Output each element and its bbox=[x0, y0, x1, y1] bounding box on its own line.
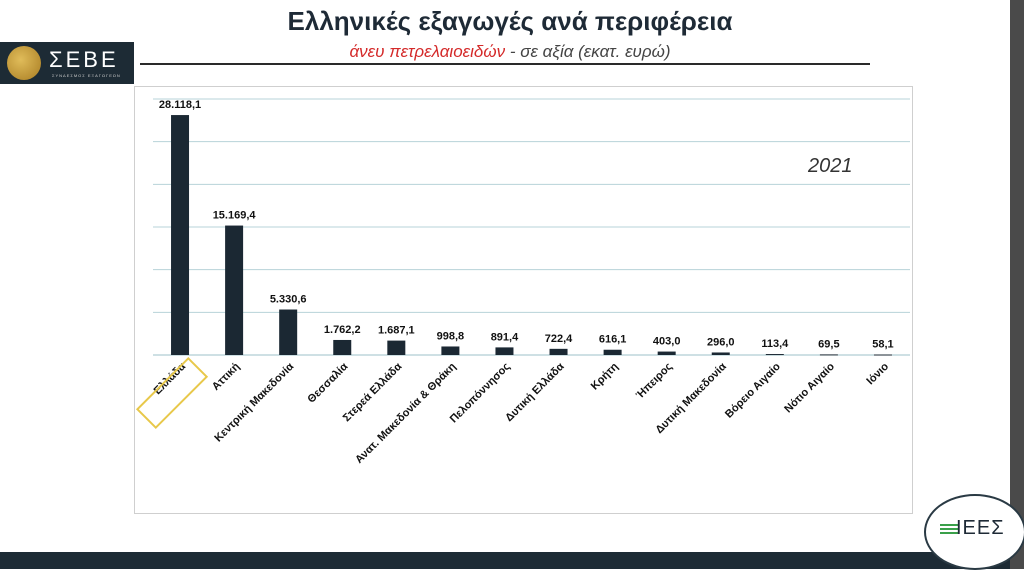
category-label: Ήπειρος bbox=[634, 360, 675, 401]
footer-band bbox=[0, 552, 1010, 569]
category-label: Νότιο Αιγαίο bbox=[782, 360, 837, 415]
data-label: 998,8 bbox=[437, 330, 465, 342]
bar bbox=[333, 339, 352, 355]
iees-badge: ΙΕΕΣ bbox=[924, 494, 1024, 570]
subtitle-rest: - σε αξία (εκατ. ευρώ) bbox=[505, 42, 671, 61]
data-label: 113,4 bbox=[761, 338, 789, 350]
data-label: 69,5 bbox=[818, 338, 839, 350]
data-label: 722,4 bbox=[545, 333, 573, 345]
bar bbox=[657, 351, 676, 355]
bar bbox=[171, 115, 190, 355]
data-label: 5.330,6 bbox=[270, 294, 307, 306]
bar bbox=[225, 225, 244, 355]
coin-emblem-icon bbox=[7, 46, 41, 80]
bar bbox=[711, 352, 730, 355]
bar bbox=[495, 347, 514, 355]
category-label: Ιόνιο bbox=[864, 360, 891, 387]
bar bbox=[873, 354, 892, 356]
category-label: Ελλάδα bbox=[152, 360, 189, 397]
data-label: 1.762,2 bbox=[324, 324, 361, 336]
data-label: 58,1 bbox=[872, 339, 893, 351]
right-edge-bar bbox=[1010, 0, 1024, 569]
category-label: Δυτική Ελλάδα bbox=[503, 360, 567, 424]
category-label: Αττική bbox=[210, 360, 242, 392]
data-label: 616,1 bbox=[599, 334, 627, 346]
category-label: Ανατ. Μακεδονία & Θράκη bbox=[353, 360, 459, 466]
iees-badge-text: ΙΕΕΣ bbox=[956, 517, 1005, 539]
data-label: 403,0 bbox=[653, 336, 681, 348]
page-title: Ελληνικές εξαγωγές ανά περιφέρεια bbox=[287, 6, 733, 36]
data-label: 1.687,1 bbox=[378, 325, 415, 337]
title-divider bbox=[140, 63, 870, 65]
chart-frame bbox=[134, 86, 913, 514]
highlight-box bbox=[135, 356, 209, 430]
seve-logo: ΣΕΒΕ ΣΥΝΔΕΣΜΟΣ ΕΞΑΓΩΓΕΩΝ bbox=[0, 42, 134, 84]
data-label: 296,0 bbox=[707, 336, 735, 348]
data-label: 28.118,1 bbox=[159, 99, 201, 111]
stripes-icon bbox=[940, 524, 958, 538]
bar bbox=[387, 340, 406, 355]
category-label: Βόρειο Αιγαίο bbox=[723, 360, 783, 420]
bar bbox=[549, 348, 568, 355]
data-label: 891,4 bbox=[491, 331, 519, 343]
bar bbox=[279, 309, 298, 355]
bar bbox=[819, 354, 838, 356]
logo-subtext: ΣΥΝΔΕΣΜΟΣ ΕΞΑΓΩΓΕΩΝ bbox=[52, 73, 121, 78]
category-label: Κρήτη bbox=[589, 360, 621, 392]
category-label: Θεσσαλία bbox=[305, 360, 350, 405]
year-label: 2021 bbox=[808, 155, 853, 177]
logo-text: ΣΕΒΕ bbox=[49, 47, 119, 72]
page-subtitle: άνευ πετρελαιοειδών - σε αξία (εκατ. ευρ… bbox=[150, 42, 870, 62]
bar bbox=[765, 354, 784, 356]
subtitle-highlight: άνευ πετρελαιοειδών bbox=[349, 42, 506, 61]
data-label: 15.169,4 bbox=[213, 210, 257, 222]
bar bbox=[441, 346, 460, 355]
bar bbox=[603, 349, 622, 355]
